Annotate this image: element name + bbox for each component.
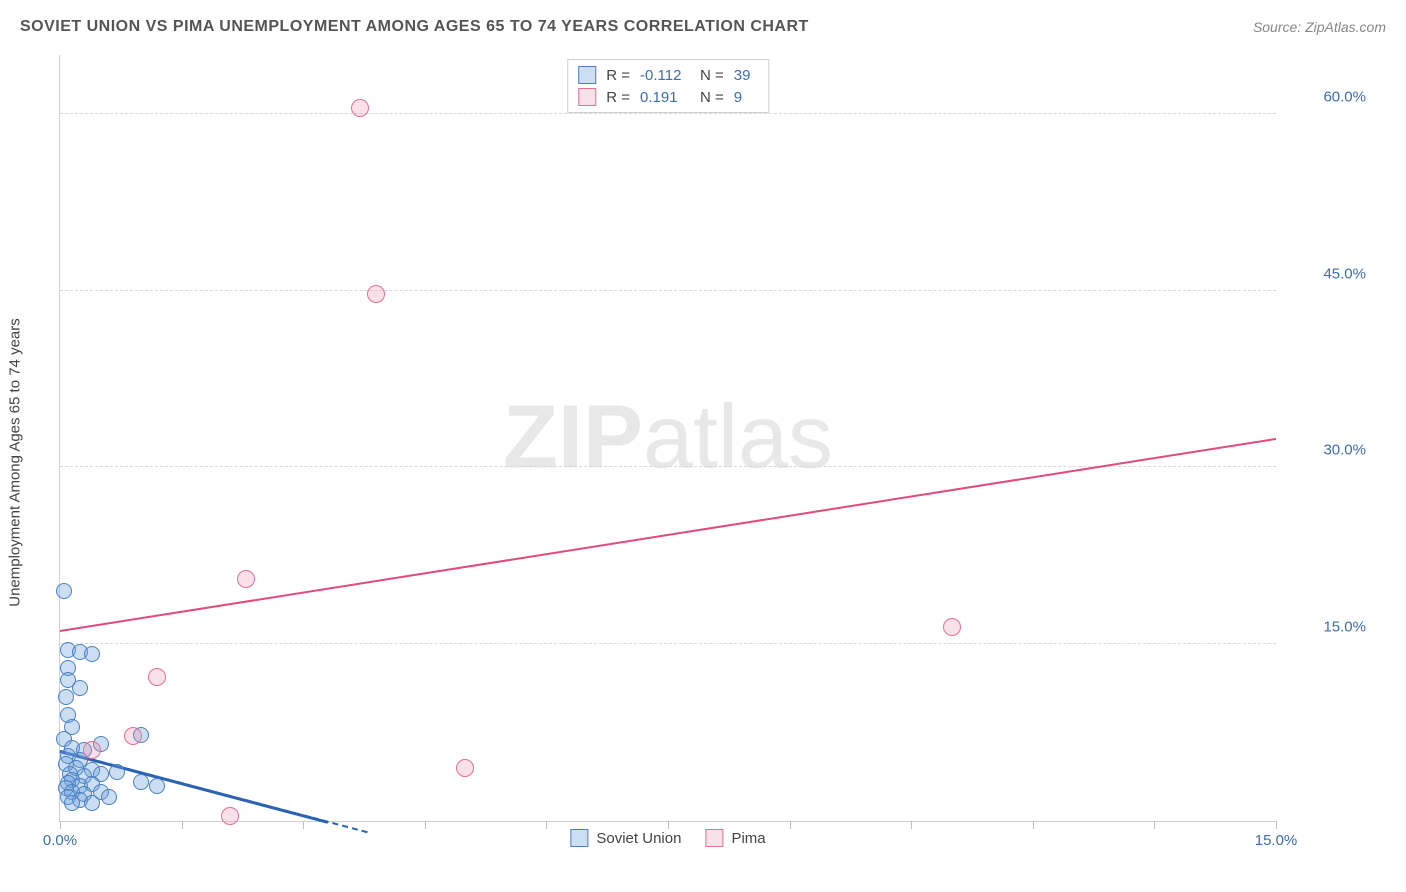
source-label: Source: ZipAtlas.com — [1253, 19, 1386, 35]
x-tick — [425, 821, 426, 829]
n-label: N = — [700, 67, 724, 84]
legend-label: Soviet Union — [596, 830, 681, 847]
data-point — [456, 759, 474, 777]
legend-swatch — [578, 66, 596, 84]
y-tick-label: 60.0% — [1286, 88, 1366, 105]
data-point — [237, 570, 255, 588]
data-point — [148, 668, 166, 686]
data-point — [351, 99, 369, 117]
x-tick — [668, 821, 669, 829]
data-point — [84, 646, 100, 662]
series-legend: Soviet Union Pima — [570, 829, 765, 847]
data-point — [83, 741, 101, 759]
grid-line — [60, 113, 1276, 114]
x-tick — [182, 821, 183, 829]
legend-item: Soviet Union — [570, 829, 681, 847]
r-value: -0.112 — [640, 67, 690, 84]
r-label: R = — [606, 67, 630, 84]
watermark: ZIPatlas — [503, 387, 833, 490]
legend-swatch — [705, 829, 723, 847]
data-point — [58, 689, 74, 705]
y-tick-label: 15.0% — [1286, 619, 1366, 636]
x-tick — [60, 821, 61, 829]
watermark-bold: ZIP — [503, 388, 643, 488]
data-point — [221, 807, 239, 825]
x-tick-label: 0.0% — [43, 832, 77, 849]
header: SOVIET UNION VS PIMA UNEMPLOYMENT AMONG … — [20, 18, 1386, 36]
x-tick — [911, 821, 912, 829]
data-point — [943, 618, 961, 636]
n-value: 9 — [734, 89, 758, 106]
data-point — [124, 727, 142, 745]
plot-area: ZIPatlas R =-0.112N =39R = 0.191N = 9 So… — [59, 55, 1276, 822]
data-point — [84, 795, 100, 811]
r-value: 0.191 — [640, 89, 690, 106]
data-point — [64, 795, 80, 811]
data-point — [149, 778, 165, 794]
x-tick — [1276, 821, 1277, 829]
x-tick — [546, 821, 547, 829]
x-tick — [790, 821, 791, 829]
data-point — [367, 285, 385, 303]
grid-line — [60, 290, 1276, 291]
legend-swatch — [578, 88, 596, 106]
x-tick — [1154, 821, 1155, 829]
legend-swatch — [570, 829, 588, 847]
data-point — [109, 764, 125, 780]
chart-title: SOVIET UNION VS PIMA UNEMPLOYMENT AMONG … — [20, 18, 809, 36]
x-tick — [303, 821, 304, 829]
x-tick — [1033, 821, 1034, 829]
x-tick-label: 15.0% — [1255, 832, 1298, 849]
legend-item: Pima — [705, 829, 765, 847]
data-point — [72, 680, 88, 696]
grid-line — [60, 643, 1276, 644]
chart-container: Unemployment Among Ages 65 to 74 years Z… — [45, 55, 1376, 852]
r-label: R = — [606, 89, 630, 106]
watermark-light: atlas — [643, 388, 833, 488]
n-value: 39 — [734, 67, 758, 84]
legend-row: R = 0.191 N = 9 — [578, 86, 758, 108]
y-tick-label: 45.0% — [1286, 265, 1366, 282]
correlation-legend: R = -0.112 N = 39 R = 0.191 N = 9 — [567, 59, 769, 113]
data-point — [101, 789, 117, 805]
data-point — [56, 583, 72, 599]
data-point — [133, 774, 149, 790]
y-tick-label: 30.0% — [1286, 442, 1366, 459]
legend-row: R = -0.112 N = 39 — [578, 64, 758, 86]
legend-label: Pima — [731, 830, 765, 847]
n-label: N = — [700, 89, 724, 106]
y-axis-label: Unemployment Among Ages 65 to 74 years — [7, 318, 24, 607]
